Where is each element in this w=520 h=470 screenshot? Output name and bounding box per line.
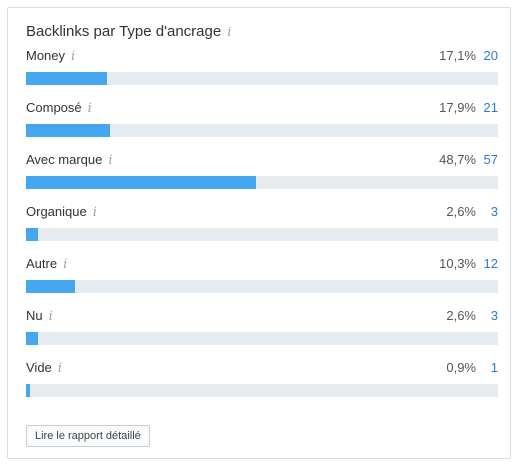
anchor-type-row: Vide i 0,9% 1 bbox=[26, 360, 498, 400]
info-icon[interactable]: i bbox=[63, 257, 68, 272]
anchor-type-row: Avec marque i 48,7% 57 bbox=[26, 152, 498, 192]
info-icon[interactable]: i bbox=[71, 49, 76, 64]
anchor-type-label-text: Composé bbox=[26, 100, 82, 115]
anchor-type-percent: 10,3% bbox=[439, 256, 476, 271]
info-icon[interactable]: i bbox=[48, 309, 53, 324]
anchor-type-bar-track bbox=[26, 332, 498, 345]
anchor-type-label: Avec marque i bbox=[26, 152, 113, 168]
anchor-type-widget: Backlinks par Type d'ancrage i Money i 17,1… bbox=[7, 7, 511, 459]
info-icon[interactable]: i bbox=[108, 153, 113, 168]
anchor-type-bar-fill bbox=[26, 384, 30, 397]
anchor-type-bar-fill bbox=[26, 124, 110, 137]
anchor-type-bar-track bbox=[26, 228, 498, 241]
anchor-type-label: Organique i bbox=[26, 204, 97, 220]
anchor-type-label-text: Vide bbox=[26, 360, 52, 375]
anchor-type-label: Vide i bbox=[26, 360, 62, 376]
anchor-type-bar-fill bbox=[26, 280, 75, 293]
anchor-type-bar-fill bbox=[26, 332, 38, 345]
widget-title: Backlinks par Type d'ancrage i bbox=[26, 23, 231, 40]
anchor-type-bar-track bbox=[26, 72, 498, 85]
widget-title-text: Backlinks par Type d'ancrage bbox=[26, 23, 222, 40]
anchor-type-percent: 0,9% bbox=[446, 360, 476, 375]
anchor-type-label-text: Organique bbox=[26, 204, 87, 219]
anchor-type-row: Money i 17,1% 20 bbox=[26, 48, 498, 88]
anchor-type-count-link[interactable]: 20 bbox=[483, 48, 498, 63]
anchor-type-label-text: Autre bbox=[26, 256, 58, 271]
anchor-type-label-text: Avec marque bbox=[26, 152, 103, 167]
info-icon[interactable]: i bbox=[227, 25, 232, 40]
anchor-type-count-link[interactable]: 12 bbox=[483, 256, 498, 271]
anchor-type-count-link[interactable]: 1 bbox=[490, 360, 498, 375]
anchor-type-row: Composé i 17,9% 21 bbox=[26, 100, 498, 140]
anchor-type-count-link[interactable]: 21 bbox=[483, 100, 498, 115]
anchor-type-label: Money i bbox=[26, 48, 75, 64]
anchor-type-bar-track bbox=[26, 280, 498, 293]
info-icon[interactable]: i bbox=[57, 361, 62, 376]
anchor-type-percent: 2,6% bbox=[446, 308, 476, 323]
anchor-type-count-link[interactable]: 3 bbox=[490, 204, 498, 219]
info-icon[interactable]: i bbox=[92, 205, 97, 220]
anchor-type-percent: 17,9% bbox=[439, 100, 476, 115]
anchor-type-label-text: Money bbox=[26, 48, 66, 63]
anchor-type-row: Nu i 2,6% 3 bbox=[26, 308, 498, 348]
anchor-type-row: Autre i 10,3% 12 bbox=[26, 256, 498, 296]
anchor-type-row: Organique i 2,6% 3 bbox=[26, 204, 498, 244]
anchor-type-percent: 17,1% bbox=[439, 48, 476, 63]
anchor-type-percent: 48,7% bbox=[439, 152, 476, 167]
anchor-type-bar-track bbox=[26, 124, 498, 137]
anchor-type-label: Nu i bbox=[26, 308, 53, 324]
anchor-type-count-link[interactable]: 3 bbox=[490, 308, 498, 323]
anchor-type-label: Composé i bbox=[26, 100, 92, 116]
detailed-report-button[interactable]: Lire le rapport détaillé bbox=[26, 425, 150, 447]
anchor-type-percent: 2,6% bbox=[446, 204, 476, 219]
anchor-type-label: Autre i bbox=[26, 256, 67, 272]
anchor-type-label-text: Nu bbox=[26, 308, 43, 323]
anchor-type-bar-fill bbox=[26, 72, 107, 85]
anchor-type-bar-fill bbox=[26, 176, 256, 189]
info-icon[interactable]: i bbox=[87, 101, 92, 116]
anchor-type-bar-fill bbox=[26, 228, 38, 241]
anchor-type-bar-track bbox=[26, 176, 498, 189]
anchor-type-bar-track bbox=[26, 384, 498, 397]
anchor-type-count-link[interactable]: 57 bbox=[483, 152, 498, 167]
